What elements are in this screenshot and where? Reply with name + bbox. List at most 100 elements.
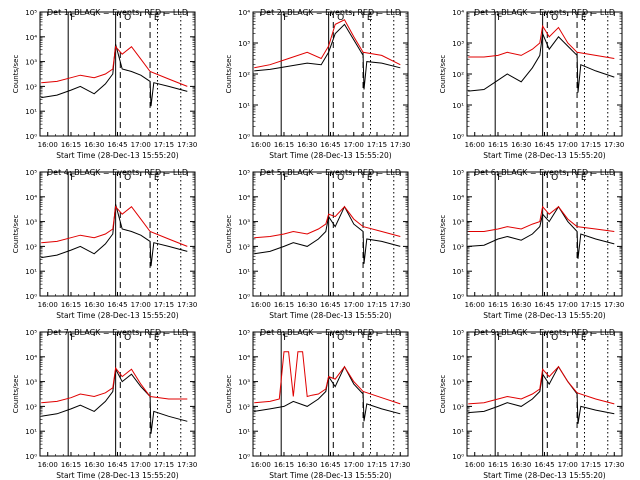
marker-label: O — [551, 333, 558, 343]
x-axis-label: Start Time (28-Dec-13 15:55:20) — [269, 471, 391, 480]
x-tick-label: 17:30 — [604, 461, 624, 469]
y-tick-label: 10⁰ — [25, 293, 37, 301]
y-tick-label: 10⁵ — [25, 329, 37, 337]
y-tick-label: 10¹ — [238, 428, 250, 436]
marker-label: O — [124, 173, 131, 183]
x-tick-label: 17:15 — [154, 301, 174, 309]
series-lld-line — [254, 19, 401, 69]
x-tick-label: 16:15 — [61, 301, 81, 309]
x-tick-label: 17:15 — [367, 301, 387, 309]
y-tick-label: 10⁴ — [238, 194, 250, 202]
marker-label: E — [581, 173, 587, 183]
series-lld-line — [468, 365, 615, 405]
series-events-line — [41, 204, 188, 267]
panel-det-6: F O E 10⁰ 10¹ 10² 10³ 10⁴ 10⁵ 16:00 16:15 16:30 16:4… — [439, 168, 624, 320]
x-tick-label: 16:15 — [488, 141, 508, 149]
x-tick-label: 17:30 — [390, 301, 410, 309]
x-tick-label: 16:45 — [534, 461, 554, 469]
y-tick-label: 10² — [452, 403, 464, 411]
marker-label: F — [70, 173, 75, 183]
x-tick-label: 17:00 — [131, 301, 151, 309]
y-axis-label: Counts/sec — [225, 215, 233, 254]
x-tick-label: 16:30 — [297, 301, 317, 309]
marker-label: E — [154, 13, 160, 23]
y-tick-label: 10⁴ — [452, 9, 464, 17]
y-tick-label: 10⁵ — [25, 9, 37, 17]
x-tick-label: 16:30 — [84, 301, 104, 309]
x-tick-label: 16:00 — [251, 301, 271, 309]
x-tick-label: 16:15 — [274, 301, 294, 309]
y-tick-label: 10³ — [25, 379, 37, 387]
y-tick-label: 10¹ — [25, 428, 37, 436]
x-tick-label: 17:15 — [581, 461, 601, 469]
panel-det-2: F O E 10⁰ 10¹ 10² 10³ 10⁴ 16:00 16:15 16:30 16:45 17… — [225, 8, 410, 160]
panel-title: Det 4: BLACK = Events, RED = LLD — [47, 168, 188, 177]
series-lld-line — [254, 205, 401, 239]
series-events-line — [254, 205, 401, 264]
x-tick-label: 17:30 — [390, 461, 410, 469]
marker-label: O — [124, 333, 131, 343]
x-tick-label: 17:30 — [177, 301, 197, 309]
x-tick-label: 16:00 — [465, 301, 485, 309]
x-tick-label: 16:45 — [534, 141, 554, 149]
y-tick-label: 10¹ — [238, 268, 250, 276]
series-lld-line — [254, 351, 401, 405]
series-events-line — [254, 23, 401, 90]
y-axis-label: Counts/sec — [225, 55, 233, 94]
x-tick-label: 16:00 — [38, 461, 58, 469]
x-axis-label: Start Time (28-Dec-13 15:55:20) — [56, 471, 178, 480]
x-tick-label: 16:15 — [488, 301, 508, 309]
marker-label: F — [497, 333, 502, 343]
y-tick-label: 10² — [25, 83, 37, 91]
marker-label: O — [124, 13, 131, 23]
panel-title: Det 6: BLACK = Events, RED = LLD — [474, 168, 615, 177]
series-events-line — [254, 365, 401, 422]
y-tick-label: 10⁵ — [25, 169, 37, 177]
x-tick-label: 17:00 — [131, 141, 151, 149]
y-tick-label: 10² — [452, 71, 464, 79]
y-tick-label: 10⁰ — [452, 133, 464, 141]
y-tick-label: 10² — [238, 71, 250, 79]
plot-frame — [466, 11, 623, 137]
panel-title: Det 3: BLACK = Events, RED = LLD — [474, 8, 615, 17]
y-tick-label: 10⁰ — [238, 293, 250, 301]
y-tick-label: 10² — [25, 403, 37, 411]
panel-det-5: F O E 10⁰ 10¹ 10² 10³ 10⁴ 10⁵ 16:00 16:15 16:30 16:4… — [225, 168, 410, 320]
marker-label: F — [497, 13, 502, 23]
y-tick-label: 10¹ — [238, 102, 250, 110]
y-axis-label: Counts/sec — [12, 55, 20, 94]
x-tick-label: 16:15 — [61, 461, 81, 469]
series-events-line — [41, 367, 188, 434]
y-tick-label: 10³ — [452, 40, 464, 48]
y-tick-label: 10⁰ — [452, 453, 464, 461]
x-tick-label: 16:15 — [274, 461, 294, 469]
x-tick-label: 17:00 — [344, 301, 364, 309]
y-tick-label: 10⁰ — [452, 293, 464, 301]
y-tick-label: 10⁵ — [238, 329, 250, 337]
y-tick-label: 10¹ — [452, 428, 464, 436]
y-tick-label: 10³ — [25, 59, 37, 67]
marker-label: O — [337, 173, 344, 183]
series-lld-line — [468, 24, 615, 59]
x-tick-label: 17:00 — [558, 301, 578, 309]
x-tick-label: 16:30 — [511, 141, 531, 149]
marker-label: F — [70, 333, 75, 343]
plot-frame — [39, 331, 196, 457]
series-events-line — [468, 205, 615, 259]
y-tick-label: 10² — [452, 243, 464, 251]
x-tick-label: 17:30 — [390, 141, 410, 149]
x-tick-label: 16:15 — [274, 141, 294, 149]
marker-label: F — [70, 13, 75, 23]
plot-frame — [252, 331, 409, 457]
y-axis-label: Counts/sec — [225, 375, 233, 414]
x-tick-label: 16:15 — [61, 141, 81, 149]
x-tick-label: 17:15 — [581, 141, 601, 149]
x-tick-label: 17:15 — [154, 461, 174, 469]
panel-title: Det 8: BLACK = Events, RED = LLD — [260, 328, 401, 337]
panel-title: Det 2: BLACK = Events, RED = LLD — [260, 8, 401, 17]
panel-det-1: F O E 10⁰ 10¹ 10² 10³ 10⁴ 10⁵ 16:00 16:15 16:30 16:4… — [12, 8, 197, 160]
x-tick-label: 17:30 — [604, 301, 624, 309]
marker-label: F — [283, 173, 288, 183]
x-axis-label: Start Time (28-Dec-13 15:55:20) — [483, 471, 605, 480]
x-tick-label: 16:30 — [84, 461, 104, 469]
